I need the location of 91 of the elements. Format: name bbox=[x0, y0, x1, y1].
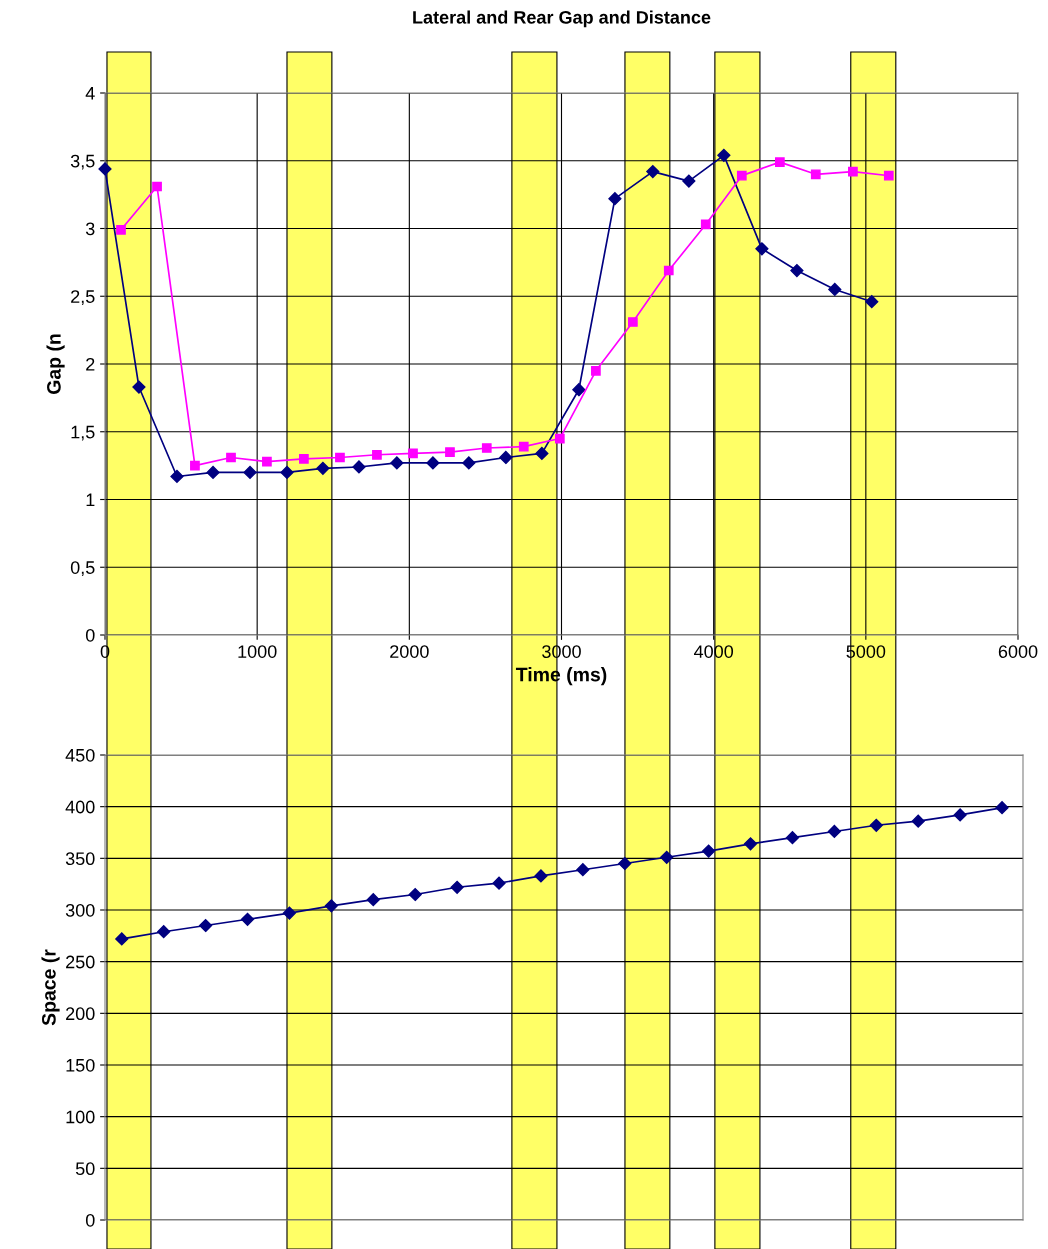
y-tick-label: 0,5 bbox=[70, 561, 95, 577]
chart-title: Lateral and Rear Gap and Distance bbox=[413, 10, 711, 28]
y-tick-label: 150 bbox=[66, 1058, 95, 1072]
point bbox=[743, 837, 758, 851]
point bbox=[828, 282, 842, 297]
point bbox=[408, 887, 422, 902]
x-tick-label: 1000 bbox=[238, 645, 277, 658]
point bbox=[352, 460, 366, 474]
point bbox=[499, 450, 513, 465]
point bbox=[953, 808, 967, 822]
y-tick-label: 50 bbox=[75, 1162, 95, 1176]
point bbox=[262, 456, 272, 467]
point bbox=[372, 449, 382, 460]
point bbox=[736, 170, 747, 181]
point bbox=[682, 174, 696, 188]
y-tick-label: 400 bbox=[65, 800, 95, 814]
point bbox=[492, 876, 506, 890]
point bbox=[426, 456, 440, 470]
point bbox=[572, 383, 586, 397]
y-axis-title: Space (r bbox=[41, 949, 60, 1026]
point bbox=[206, 465, 220, 479]
x-tick-label: 6000 bbox=[998, 645, 1038, 658]
point bbox=[608, 192, 622, 206]
point bbox=[324, 899, 338, 913]
point bbox=[883, 170, 894, 181]
y-tick-label: 1,5 bbox=[71, 425, 95, 441]
point bbox=[450, 880, 464, 894]
point bbox=[481, 443, 492, 453]
point bbox=[700, 219, 711, 230]
point bbox=[702, 844, 716, 858]
y-tick-label: 2 bbox=[86, 357, 95, 371]
x-tick-label: 2000 bbox=[390, 645, 429, 658]
point bbox=[316, 461, 330, 475]
point bbox=[810, 169, 821, 180]
point bbox=[869, 818, 883, 832]
point bbox=[591, 365, 601, 376]
point bbox=[199, 918, 213, 933]
point bbox=[717, 148, 731, 162]
point bbox=[462, 456, 476, 470]
y-tick-label: 1 bbox=[86, 493, 95, 507]
point bbox=[445, 447, 455, 457]
point bbox=[995, 801, 1009, 815]
point bbox=[785, 831, 800, 845]
point bbox=[646, 165, 660, 179]
y-axis-title: Gap (n bbox=[46, 334, 65, 394]
point bbox=[790, 263, 804, 278]
point bbox=[518, 441, 529, 452]
point bbox=[827, 824, 841, 839]
point bbox=[554, 433, 565, 444]
point bbox=[774, 157, 785, 167]
point bbox=[282, 906, 297, 920]
y-tick-label: 4 bbox=[85, 87, 95, 100]
point bbox=[152, 181, 162, 192]
point bbox=[116, 224, 126, 235]
point bbox=[534, 869, 548, 883]
y-tick-label: 3 bbox=[85, 222, 95, 236]
point bbox=[755, 242, 769, 256]
point bbox=[911, 814, 925, 828]
y-tick-label: 250 bbox=[66, 955, 95, 969]
point bbox=[618, 856, 632, 871]
point bbox=[240, 912, 255, 926]
point bbox=[280, 465, 294, 479]
y-tick-label: 450 bbox=[65, 748, 95, 762]
point bbox=[848, 166, 858, 177]
point bbox=[535, 446, 549, 461]
point bbox=[115, 932, 129, 946]
y-tick-label: 0 bbox=[85, 1213, 95, 1227]
point bbox=[366, 893, 380, 907]
point bbox=[408, 448, 418, 459]
point bbox=[226, 452, 236, 463]
point bbox=[190, 460, 200, 471]
point bbox=[98, 162, 112, 176]
point bbox=[865, 295, 879, 309]
point bbox=[390, 456, 404, 470]
y-tick-label: 100 bbox=[66, 1110, 95, 1124]
point bbox=[576, 863, 590, 877]
point bbox=[157, 925, 171, 939]
point bbox=[132, 380, 146, 394]
point bbox=[335, 452, 345, 463]
point bbox=[663, 265, 674, 276]
y-tick-label: 300 bbox=[65, 903, 95, 917]
point bbox=[628, 317, 638, 327]
y-tick-label: 3,5 bbox=[70, 154, 95, 170]
point bbox=[243, 465, 257, 479]
y-tick-label: 350 bbox=[65, 852, 95, 866]
y-tick-label: 0 bbox=[85, 628, 95, 642]
y-tick-label: 200 bbox=[66, 1007, 95, 1021]
point bbox=[660, 850, 674, 864]
y-tick-label: 2,5 bbox=[71, 290, 95, 306]
point bbox=[299, 453, 309, 464]
point bbox=[170, 469, 184, 484]
